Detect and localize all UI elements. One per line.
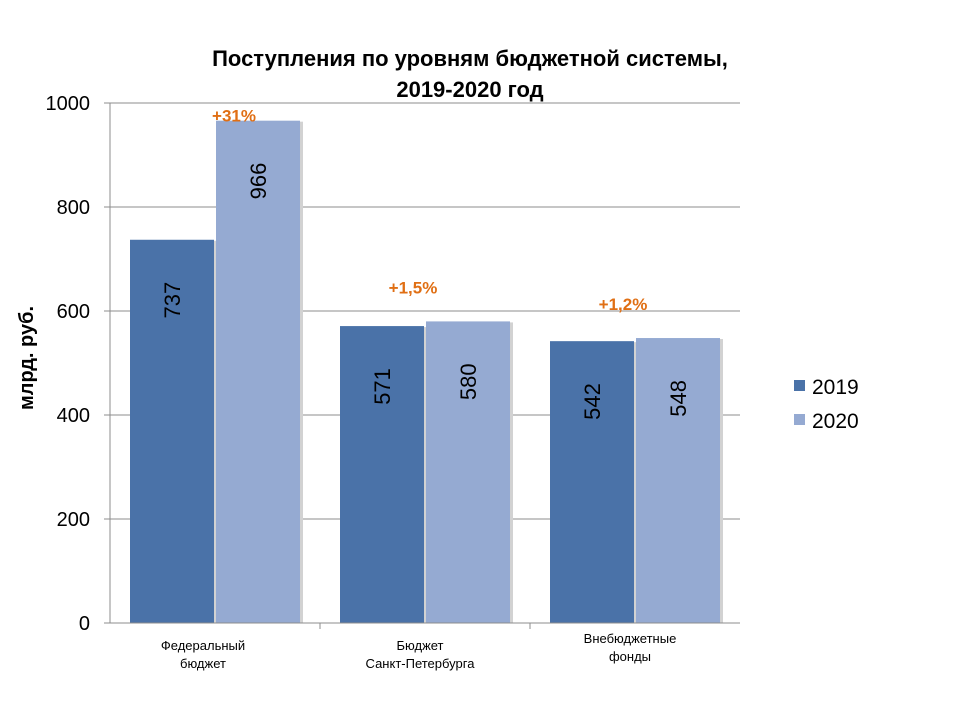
legend-swatch <box>794 380 805 391</box>
growth-annotation: +1,5% <box>389 278 438 297</box>
bar-value-label: 580 <box>456 363 481 400</box>
x-category-label: Санкт-Петербурга <box>366 656 476 671</box>
legend-label: 2020 <box>812 410 859 433</box>
x-category-label: Федеральный <box>161 638 245 653</box>
bar-value-label: 737 <box>160 282 185 319</box>
x-category-label: фонды <box>609 649 651 664</box>
x-category-label: бюджет <box>180 656 226 671</box>
bar-value-label: 548 <box>666 380 691 417</box>
y-tick-label: 400 <box>57 405 90 427</box>
y-tick-label: 0 <box>79 613 90 635</box>
y-tick-label: 800 <box>57 197 90 219</box>
growth-annotation: +31% <box>212 107 256 126</box>
bar <box>426 321 510 623</box>
bar-value-label: 571 <box>370 368 395 405</box>
axes: 0 200 400 600 800 1000 <box>46 93 740 635</box>
legend-label: 2019 <box>812 376 859 399</box>
x-category-label: Внебюджетные <box>584 631 677 646</box>
bar <box>550 341 634 623</box>
legend: 2019 2020 <box>794 376 859 433</box>
chart-title-line-1: Поступления по уровням бюджетной системы… <box>212 46 728 71</box>
y-axis-label: млрд. руб. <box>16 306 38 410</box>
bar <box>216 120 300 624</box>
bar <box>130 239 214 623</box>
y-tick-label: 200 <box>57 509 90 531</box>
y-tick-label: 1000 <box>46 93 91 115</box>
y-tick-label: 600 <box>57 301 90 323</box>
chart-title-line-2: 2019-2020 год <box>396 77 543 102</box>
x-category-label: Бюджет <box>396 638 443 653</box>
bar <box>636 338 720 623</box>
bar-value-label: 966 <box>246 163 271 200</box>
bar <box>340 326 424 623</box>
legend-swatch <box>794 414 805 425</box>
bars <box>130 120 723 624</box>
growth-annotation: +1,2% <box>599 295 648 314</box>
bar-value-label: 542 <box>580 383 605 420</box>
